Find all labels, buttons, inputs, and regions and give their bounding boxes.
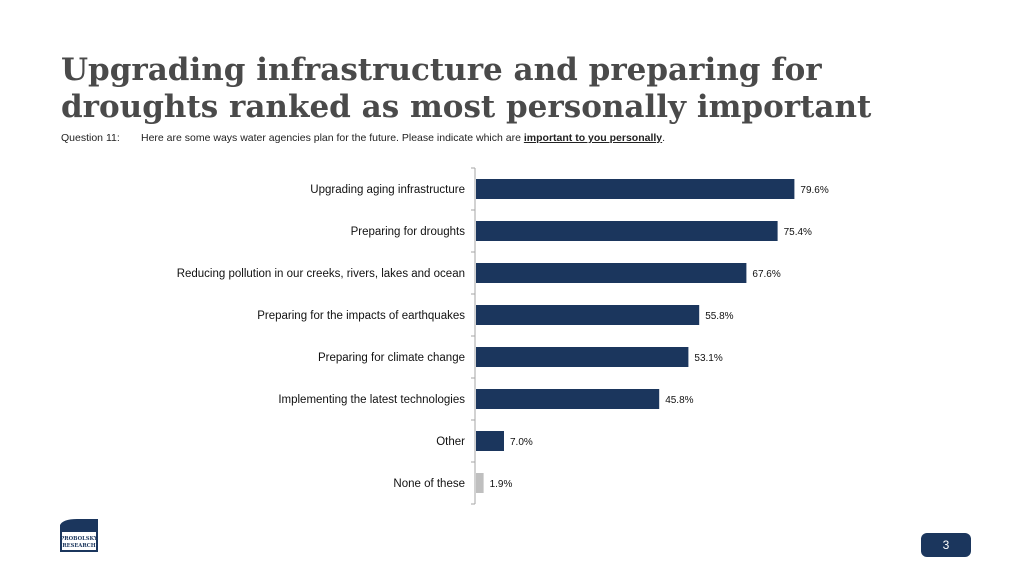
category-label: Upgrading aging infrastructure: [310, 184, 465, 196]
bar: [476, 431, 504, 451]
category-label: Reducing pollution in our creeks, rivers…: [177, 268, 465, 280]
question-text-end: .: [662, 132, 666, 144]
logo-line1: PROBOLSKY: [60, 536, 97, 542]
category-label: Preparing for the impacts of earthquakes: [257, 310, 465, 322]
question-text: Here are some ways water agencies plan f…: [141, 132, 524, 144]
logo-line2: RESEARCH: [62, 543, 95, 549]
data-label: 53.1%: [694, 353, 722, 364]
data-label: 45.8%: [665, 395, 693, 406]
question-emphasis: important to you personally: [523, 132, 663, 144]
bar: [476, 389, 660, 409]
page-title: Upgrading infrastructure and preparing f…: [61, 52, 872, 125]
question-number: Question 11:: [61, 132, 120, 144]
data-label: 67.6%: [752, 269, 780, 280]
category-label: Preparing for climate change: [318, 352, 465, 364]
bar: [476, 305, 700, 325]
question-line: Question 11: Here are some ways water age…: [61, 132, 665, 144]
bar: [476, 473, 484, 493]
data-label: 79.6%: [800, 185, 828, 196]
bar: [476, 221, 778, 241]
data-label: 7.0%: [510, 437, 533, 448]
bar: [476, 179, 795, 199]
data-label: 55.8%: [705, 311, 733, 322]
bar-chart: Upgrading aging infrastructure 79.6% Prepa…: [177, 167, 829, 505]
data-label: 1.9%: [490, 479, 513, 490]
page-number-badge: 3: [921, 533, 971, 557]
data-label: 75.4%: [784, 227, 812, 238]
category-label: Other: [436, 436, 465, 448]
category-label: None of these: [393, 478, 465, 490]
bar: [476, 263, 747, 283]
bar: [476, 347, 689, 367]
probolsky-logo: PROBOLSKY RESEARCH: [60, 519, 98, 552]
category-label: Preparing for droughts: [351, 226, 466, 238]
category-label: Implementing the latest technologies: [278, 394, 465, 406]
